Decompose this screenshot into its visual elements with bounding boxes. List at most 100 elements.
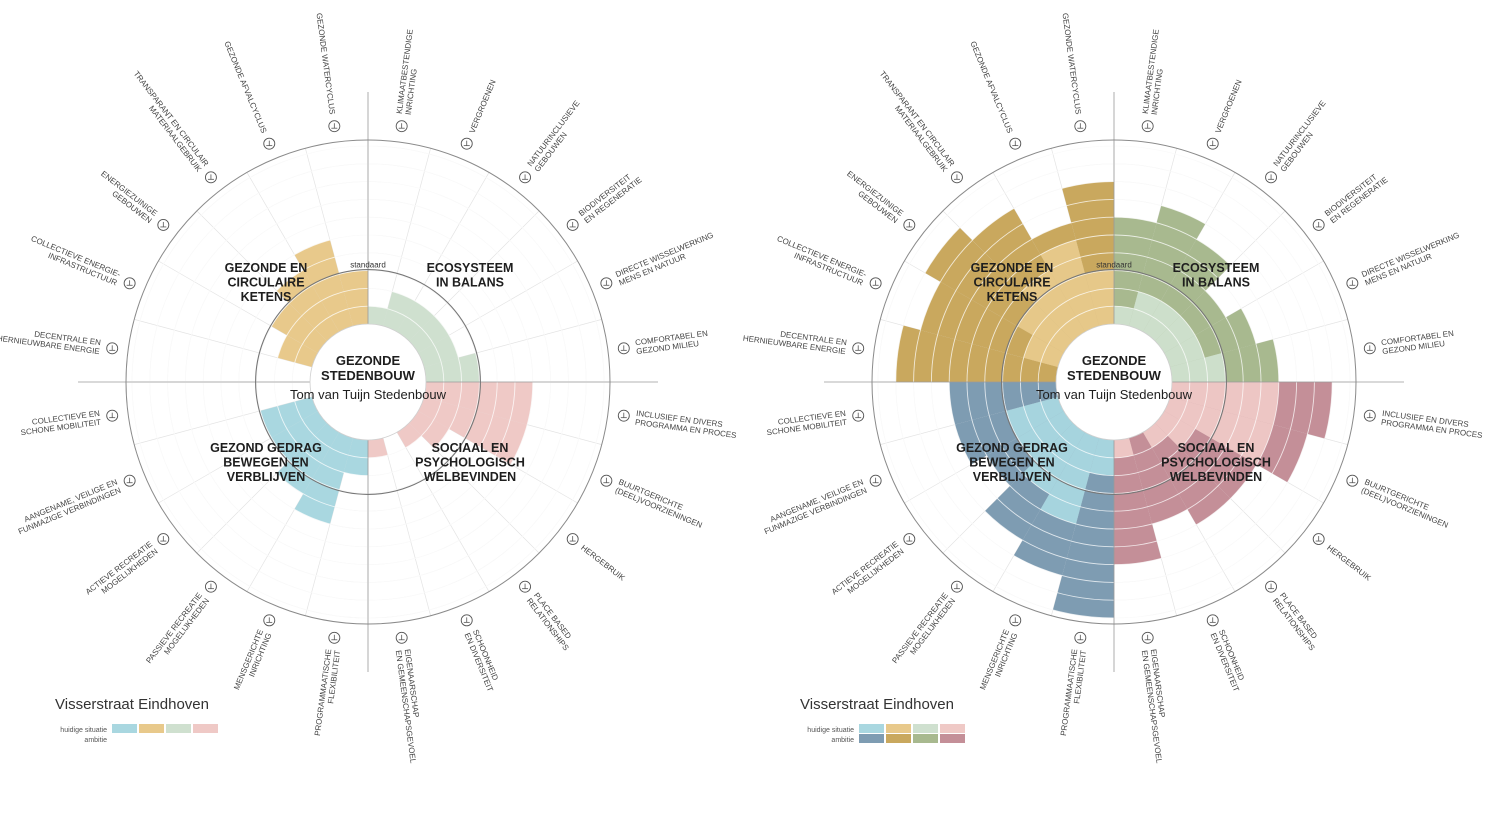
house-people-icon-shape	[1141, 631, 1154, 644]
current-bar	[1143, 300, 1181, 341]
current-bar	[294, 432, 353, 524]
grid-spoke	[134, 319, 313, 368]
current-bar	[1114, 438, 1134, 458]
section-label-ged: GEZOND GEDRAG BEWEGEN EN VERBLIJVEN	[956, 441, 1068, 484]
current-bar	[1164, 335, 1205, 367]
star-icon-shape	[1206, 614, 1219, 627]
water-drop-icon-shape	[328, 120, 341, 133]
green-building-icon	[519, 171, 532, 184]
legend-swatch-pink	[193, 724, 218, 733]
thermometer-house-icon-shape	[1141, 120, 1154, 133]
category-label: ENERGIEZUINIGEGEBOUWEN	[94, 169, 159, 225]
house-people-icon	[395, 631, 408, 644]
bench-icon-shape	[950, 580, 963, 593]
racket-icon	[157, 533, 170, 546]
people-air-icon-shape	[1363, 342, 1376, 355]
thermometer-house-icon-shape	[395, 120, 408, 133]
current-bar	[1040, 240, 1099, 332]
section-label-cir: GEZONDE EN CIRCULAIRE KETENS	[225, 261, 308, 304]
section-label-line: WELBEVINDEN	[1170, 470, 1262, 484]
current-bar	[1006, 397, 1064, 438]
legend-swatch-sage	[166, 724, 191, 733]
efficient-house-icon	[903, 218, 916, 231]
current-bar	[260, 397, 318, 438]
category-label: SCHOONHEIDEN DIVERSITEIT	[1209, 628, 1250, 693]
walking-person-icon	[123, 474, 136, 487]
category-label: HERGEBRUIK	[1325, 543, 1373, 583]
person-light-icon	[263, 614, 276, 627]
category-label: ENERGIEZUINIGEGEBOUWEN	[840, 169, 905, 225]
energy-grid-icon	[123, 277, 136, 290]
category-label: TRANSPARANT EN CIRCULAIRMATERIAALGEBRUIK	[871, 69, 957, 174]
ambition-bar	[1114, 438, 1162, 565]
section-label-line: CIRCULAIRE	[227, 276, 304, 290]
category-label: BIODIVERSITEITEN REGENERATIE	[577, 168, 644, 225]
center-title: GEZONDE	[336, 353, 401, 368]
section-label-line: VERBLIJVEN	[227, 470, 306, 484]
legend-swatch-gold	[886, 724, 911, 733]
hand-plant-icon-shape	[1346, 277, 1359, 290]
efficient-house-icon-shape	[903, 218, 916, 231]
category-label-line: TRANSPARANT EN CIRCULAIR	[132, 69, 211, 168]
tree-icon-shape	[1206, 137, 1219, 150]
person-light-icon	[1009, 614, 1022, 627]
grid-spoke	[396, 432, 490, 592]
current-bar	[271, 411, 327, 461]
section-label-line: BEWEGEN EN	[223, 456, 308, 470]
section-label-line: BEWEGEN EN	[969, 456, 1054, 470]
solar-panel-icon	[852, 342, 865, 355]
category-label-line: DIRECTE WISSELWERKING	[1360, 231, 1461, 280]
category-label: MENSGERICHTEINRICHTING	[978, 628, 1019, 694]
category-label: AANGENAME, VEILIGE ENFUNMAZIGE VERBINDIN…	[759, 477, 868, 536]
section-label-line: WELBEVINDEN	[424, 470, 516, 484]
standard-ring	[1001, 269, 1227, 495]
recycle-bin-icon	[566, 533, 579, 546]
section-label-line: GEZONDE EN	[225, 261, 308, 275]
hand-plant-icon	[600, 277, 613, 290]
category-label: COMFORTABEL ENGEZOND MILIEU	[1381, 329, 1456, 356]
waste-bin-icon	[263, 137, 276, 150]
category-label-line: GEZONDE AFVALCYCLUS	[222, 40, 268, 134]
section-label-cir: GEZONDE EN CIRCULAIRE KETENS	[971, 261, 1054, 304]
thermometer-house-icon	[1141, 120, 1154, 133]
section-label-line: ECOSYSTEEM	[427, 261, 514, 275]
category-label: INCLUSIEF EN DIVERSPROGRAMMA EN PROCES	[1380, 409, 1484, 440]
category-label-line: GEZONDE WATERCYCLUS	[314, 12, 336, 115]
walking-person-icon	[869, 474, 882, 487]
waste-bin-icon-shape	[263, 137, 276, 150]
tree-icon	[1206, 137, 1219, 150]
waste-bin-icon	[1009, 137, 1022, 150]
category-label: GEZONDE WATERCYCLUS	[1060, 12, 1082, 115]
house-people-icon-shape	[395, 631, 408, 644]
thermometer-house-icon	[395, 120, 408, 133]
recycle-bin-icon-shape	[566, 533, 579, 546]
green-building-icon	[1265, 171, 1278, 184]
ambition-bar	[1129, 432, 1188, 524]
section-label-soc: SOCIAAL EN PSYCHOLOGISCH WELBEVINDEN	[415, 441, 525, 484]
category-label-line: GEZONDE WATERCYCLUS	[1060, 12, 1082, 115]
category-label: TRANSPARANT EN CIRCULAIRMATERIAALGEBRUIK	[125, 69, 211, 174]
standard-ring	[255, 269, 481, 495]
current-bar	[409, 411, 450, 449]
chart-ambition: standaard ECOSYSTEEM IN BALANS SOCIAAL EN PS…	[742, 12, 1484, 764]
category-label: DIRECTE WISSELWERKINGMENS EN NATUUR	[614, 231, 718, 288]
section-label-line: SOCIAAL EN	[1178, 441, 1255, 455]
center-subtitle: Tom van Tuijn Stedenbouw	[290, 387, 447, 402]
outer-ring	[871, 139, 1357, 625]
current-bar	[1040, 432, 1099, 524]
category-label: PLACE BASEDRELATIONSHIPS	[525, 591, 578, 652]
category-label-line: ACTIEVE RECREATIE	[830, 540, 900, 597]
category-label: AANGENAME, VEILIGE ENFUNMAZIGE VERBINDIN…	[13, 477, 122, 536]
section-label-line: CIRCULAIRE	[973, 276, 1050, 290]
category-label: PROGRAMMAATISCHEFLEXIBILITEIT	[313, 648, 342, 737]
current-bar	[339, 270, 368, 326]
category-label: COMFORTABEL ENGEZOND MILIEU	[635, 329, 710, 356]
category-label-line: GEZONDE AFVALCYCLUS	[968, 40, 1014, 134]
section-label-line: KETENS	[241, 290, 292, 304]
tree-icon	[460, 137, 473, 150]
recycle-bin-icon-shape	[1312, 533, 1325, 546]
materials-icon	[950, 171, 963, 184]
legend-row-label: ambitie	[831, 737, 854, 744]
current-bar	[294, 240, 353, 332]
